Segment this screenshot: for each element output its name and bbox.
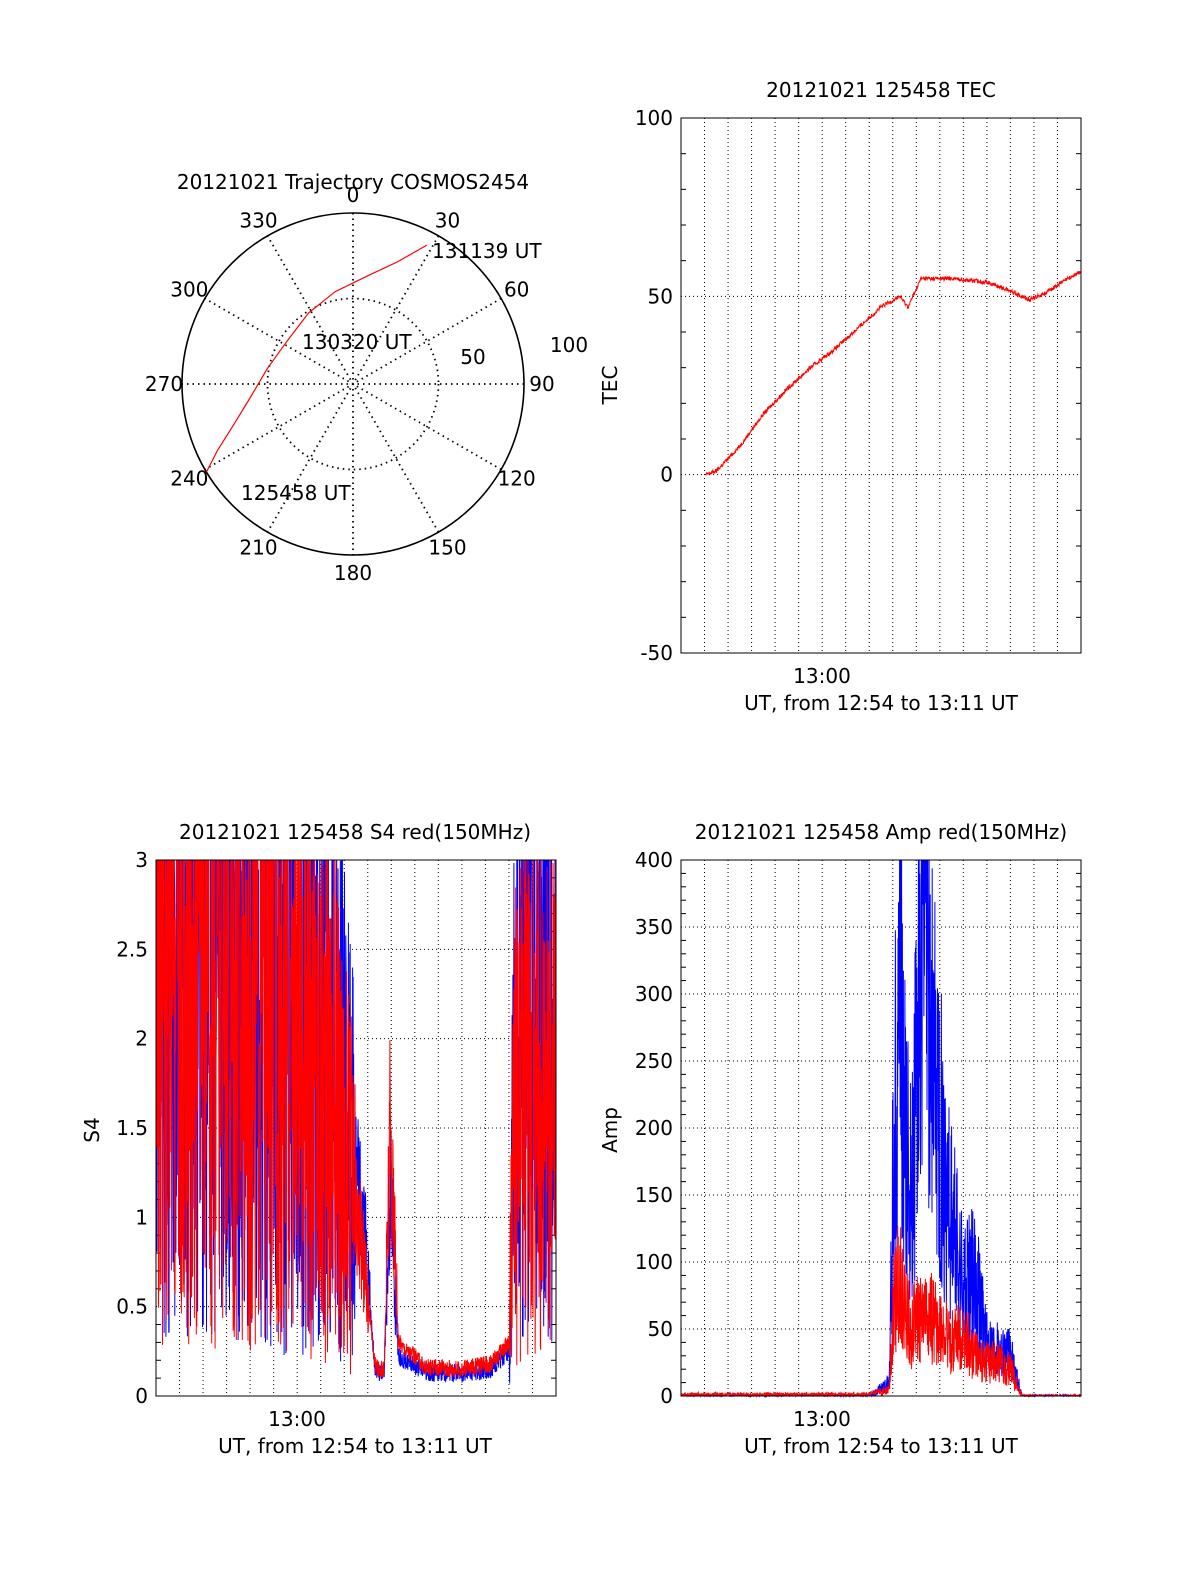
s4-y-tick-label: 1 — [135, 1205, 148, 1229]
s4-series-red — [155, 859, 557, 1379]
amp-y-axis-label: Amp — [598, 1107, 622, 1153]
amp-series-red — [680, 1225, 1082, 1398]
polar-spoke-150 — [266, 235, 440, 533]
tec-x-axis-label: UT, from 12:54 to 13:11 UT — [744, 691, 1019, 715]
polar-az-label-180: 180 — [334, 561, 372, 585]
polar-az-label-60: 60 — [504, 278, 529, 302]
s4-y-ticks: 3 2.5 2 1.5 1 0.5 0 — [116, 848, 148, 1408]
s4-panel: 20121021 125458 S4 red(150MHz) 3 2.5 2 1.5 1… — [80, 820, 557, 1458]
polar-radius-label-50: 50 — [460, 345, 485, 369]
amp-panel: 20121021 125458 Amp red(150MHz) 400 350 30… — [598, 820, 1082, 1458]
polar-az-label-0: 0 — [347, 183, 360, 207]
polar-azimuth-labels: 0 30 60 90 120 150 180 210 240 270 300 330 — [145, 183, 555, 585]
trajectory-mid-label: 130320 UT — [302, 330, 412, 354]
amp-y-tick-label: 0 — [660, 1384, 673, 1408]
polar-az-label-90: 90 — [529, 372, 554, 396]
trajectory-line — [205, 244, 428, 473]
tec-series — [705, 270, 1082, 477]
polar-az-label-120: 120 — [498, 467, 536, 491]
polar-ring-50 — [266, 297, 440, 471]
polar-panel: 20121021 Trajectory COSMOS2454 0 30 60 90 12… — [145, 170, 588, 585]
amp-y-tick-label: 50 — [648, 1317, 673, 1341]
amp-y-tick-label: 350 — [635, 915, 673, 939]
polar-title: 20121021 Trajectory COSMOS2454 — [177, 170, 529, 194]
s4-y-tick-label: 3 — [135, 848, 148, 872]
polar-az-label-270: 270 — [145, 372, 183, 396]
s4-y-tick-label: 1.5 — [116, 1116, 148, 1140]
polar-az-label-30: 30 — [435, 208, 460, 232]
tec-y-axis-label: TEC — [598, 366, 622, 406]
polar-az-label-150: 150 — [428, 536, 466, 560]
amp-y-tick-label: 150 — [635, 1183, 673, 1207]
tec-grid — [681, 118, 1081, 653]
amp-series — [680, 859, 1082, 1398]
s4-x-tick-1300: 13:00 — [268, 1407, 326, 1431]
tec-y-tick-label: -50 — [640, 641, 673, 665]
polar-az-label-300: 300 — [170, 278, 208, 302]
amp-y-ticks: 400 350 300 250 200 150 100 50 0 — [635, 848, 673, 1408]
polar-az-label-210: 210 — [239, 536, 277, 560]
tec-title: 20121021 125458 TEC — [766, 78, 996, 102]
tec-y-tick-label: 100 — [635, 106, 673, 130]
tec-y-tick-label: 50 — [648, 284, 673, 308]
polar-az-label-240: 240 — [170, 467, 208, 491]
tec-x-tick-1300: 13:00 — [793, 664, 851, 688]
amp-plot-frame — [680, 859, 1082, 1397]
s4-y-tick-label: 0 — [135, 1384, 148, 1408]
amp-x-axis-label: UT, from 12:54 to 13:11 UT — [744, 1434, 1019, 1458]
s4-y-tick-label: 2.5 — [116, 937, 148, 961]
amp-grid — [681, 860, 1081, 1396]
tec-y-ticks: 100 50 0 -50 — [635, 106, 673, 665]
s4-series — [155, 859, 557, 1384]
trajectory-end-label: 131139 UT — [432, 239, 542, 263]
s4-x-axis-label: UT, from 12:54 to 13:11 UT — [218, 1434, 493, 1458]
polar-grid — [181, 212, 525, 556]
trajectory-start-label: 125458 UT — [241, 481, 351, 505]
tec-y-tick-label: 0 — [660, 463, 673, 487]
s4-y-tick-label: 0.5 — [116, 1295, 148, 1319]
s4-title: 20121021 125458 S4 red(150MHz) — [179, 820, 531, 844]
s4-plot-frame — [155, 859, 557, 1397]
amp-y-tick-label: 100 — [635, 1250, 673, 1274]
polar-az-label-330: 330 — [239, 208, 277, 232]
tec-panel: 20121021 125458 TEC 100 50 0 -50 13:00 UT, … — [598, 78, 1082, 715]
amp-y-tick-label: 300 — [635, 982, 673, 1006]
amp-y-tick-label: 250 — [635, 1049, 673, 1073]
amp-y-tick-label: 200 — [635, 1116, 673, 1140]
amp-x-tick-1300: 13:00 — [793, 1407, 851, 1431]
amp-title: 20121021 125458 Amp red(150MHz) — [695, 820, 1067, 844]
s4-y-tick-label: 2 — [135, 1027, 148, 1051]
polar-radius-label-100: 100 — [550, 333, 588, 357]
tec-plot-frame — [680, 117, 1082, 654]
amp-y-tick-label: 400 — [635, 848, 673, 872]
tec-series-red — [705, 270, 1082, 477]
s4-y-axis-label: S4 — [80, 1117, 104, 1142]
